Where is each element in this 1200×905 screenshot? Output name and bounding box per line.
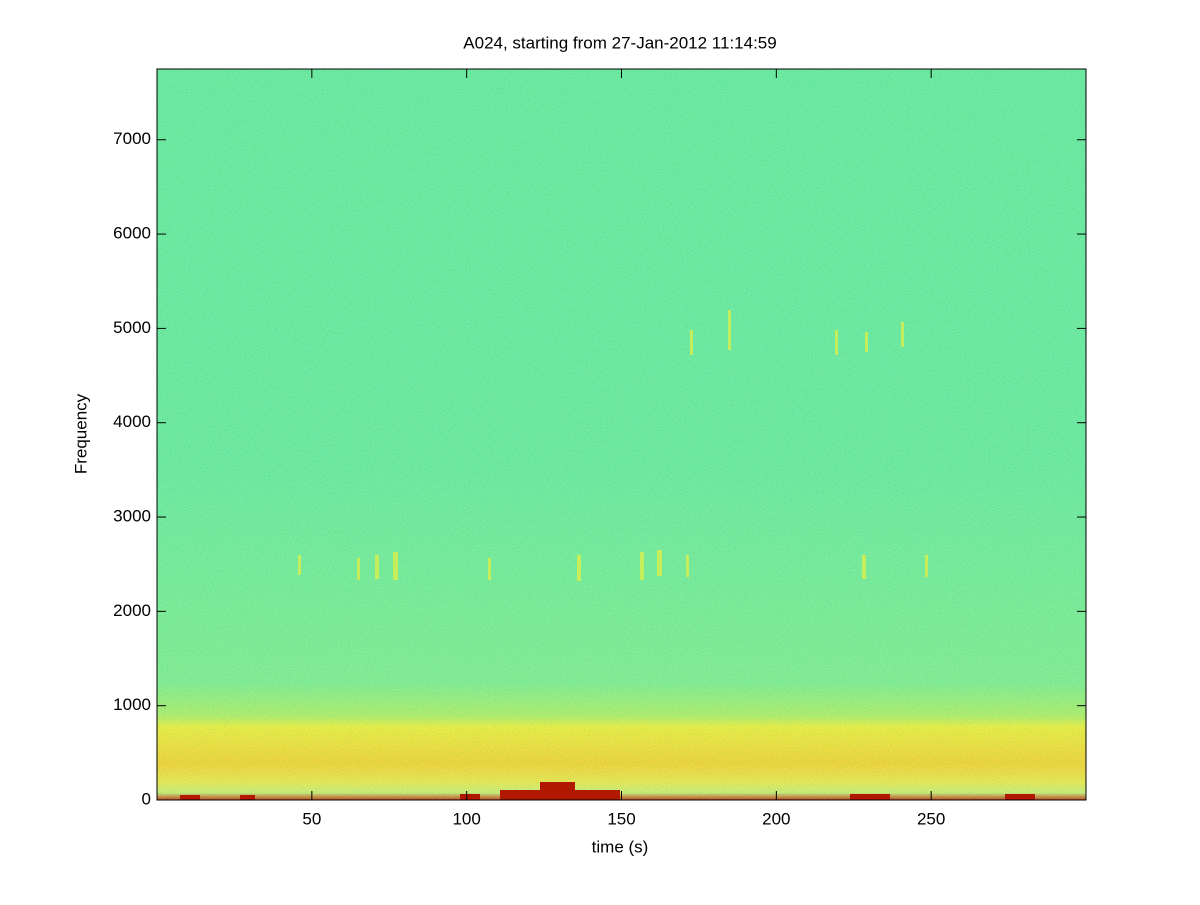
x-tick-label: 50: [302, 809, 321, 828]
x-tick-label: 100: [452, 809, 480, 828]
y-tick-label: 7000: [113, 129, 151, 148]
x-tick-label: 150: [607, 809, 635, 828]
x-tick-label: 250: [917, 809, 945, 828]
y-tick-label: 1000: [113, 695, 151, 714]
x-tick-label: 200: [762, 809, 790, 828]
spectrogram-noise: [157, 69, 1086, 800]
y-tick-label: 4000: [113, 412, 151, 431]
x-axis-label: time (s): [592, 837, 649, 856]
y-tick-label: 6000: [113, 224, 151, 243]
y-tick-label: 0: [142, 789, 151, 808]
y-tick-label: 3000: [113, 507, 151, 526]
spectrogram-streaks: [298, 310, 928, 581]
spectrogram-image: [157, 69, 1086, 800]
y-tick-label: 2000: [113, 601, 151, 620]
chart-title: A024, starting from 27-Jan-2012 11:14:59: [463, 33, 776, 52]
spectrogram-low-energy: [180, 782, 1035, 800]
y-tick-label: 5000: [113, 318, 151, 337]
y-axis-label: Frequency: [71, 393, 90, 474]
